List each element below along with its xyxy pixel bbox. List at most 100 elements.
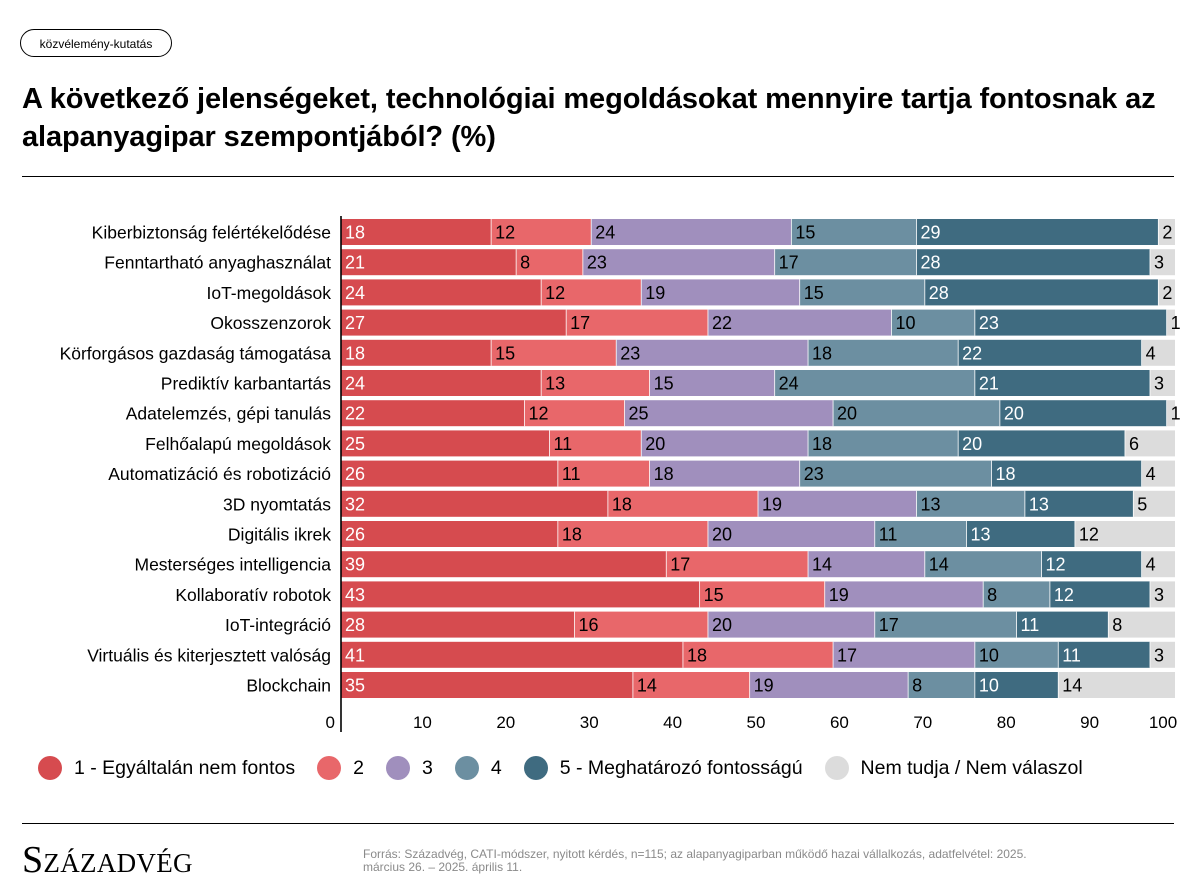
bar-segment: [341, 309, 567, 336]
bar-segment: [874, 611, 1017, 638]
data-label: 17: [837, 645, 857, 665]
footer-divider: [22, 823, 1174, 824]
bar-segment: [1149, 641, 1175, 668]
data-label: 5: [1137, 494, 1147, 514]
data-label: 12: [1079, 525, 1099, 545]
x-tick-label: 60: [830, 713, 849, 732]
x-tick-label: 10: [413, 713, 432, 732]
legend-item: 2: [317, 756, 364, 780]
bar-segment: [999, 400, 1167, 427]
data-label: 17: [879, 615, 899, 635]
data-label: 10: [979, 645, 999, 665]
data-label: 15: [704, 585, 724, 605]
category-label: Körforgásos gazdaság támogatása: [60, 343, 332, 363]
bar-segment: [591, 219, 792, 245]
data-label: 13: [1029, 494, 1049, 514]
data-label: 26: [345, 464, 365, 484]
x-tick-label: 0: [326, 713, 335, 732]
source-note: Forrás: Századvég, CATI-módszer, nyitott…: [363, 847, 1027, 874]
data-label: 32: [345, 494, 365, 514]
data-label: 14: [812, 555, 832, 575]
category-label: Kollaboratív robotok: [175, 585, 331, 605]
legend-label: 5 - Meghatározó fontosságú: [559, 756, 803, 779]
data-label: 35: [345, 676, 365, 696]
bar-segment: [624, 400, 834, 427]
category-label: Felhőalapú megoldások: [145, 434, 331, 454]
bar-segment: [707, 611, 875, 638]
bar-segment: [341, 279, 542, 306]
bar-segment: [1041, 551, 1142, 578]
category-label: Fenntartható anyaghasználat: [104, 253, 331, 273]
legend-swatch: [454, 756, 479, 780]
bar-segment: [799, 279, 925, 306]
bar-segment: [641, 430, 809, 457]
data-label: 25: [629, 404, 649, 424]
bar-segment: [524, 400, 625, 427]
topic-tag[interactable]: közvélemény-kutatás: [20, 29, 172, 57]
bar-segment: [1149, 370, 1175, 396]
data-label: 13: [545, 374, 565, 394]
bar-segment: [341, 551, 667, 578]
data-label: 19: [645, 283, 665, 303]
data-label: 12: [1046, 555, 1066, 575]
data-label: 21: [979, 374, 999, 394]
category-label: Digitális ikrek: [228, 525, 331, 545]
data-label: 20: [645, 434, 665, 454]
bar-segment: [557, 521, 708, 547]
bar-segment: [791, 219, 917, 245]
category-label: Mesterséges intelligencia: [135, 555, 332, 575]
data-label: 8: [1112, 615, 1122, 635]
data-label: 11: [562, 464, 581, 484]
data-label: 27: [345, 313, 365, 333]
data-label: 15: [795, 223, 815, 243]
bar-segment: [833, 641, 975, 668]
data-label: 18: [996, 464, 1016, 484]
data-label: 12: [528, 404, 548, 424]
data-label: 17: [570, 313, 590, 333]
bar-segment: [1149, 249, 1175, 276]
bar-segment: [924, 551, 1042, 578]
bar-segment: [924, 279, 1159, 306]
data-label: 3: [1154, 253, 1164, 273]
data-label: 4: [1146, 343, 1156, 363]
data-label: 19: [762, 494, 782, 514]
bar-segment: [1149, 581, 1175, 608]
bar-segment: [707, 521, 875, 547]
bar-segment: [874, 521, 967, 547]
data-label: 43: [345, 585, 365, 605]
data-label: 12: [495, 223, 515, 243]
bar-segment: [799, 460, 992, 487]
data-label: 8: [520, 253, 530, 273]
data-label: 29: [920, 223, 940, 243]
data-label: 18: [345, 223, 365, 243]
bar-segment: [341, 370, 542, 396]
legend-item: 3: [386, 756, 433, 780]
x-tick-label: 50: [747, 713, 766, 732]
bar-segment: [516, 249, 583, 276]
bar-segment: [341, 249, 517, 276]
data-label: 14: [1062, 676, 1082, 696]
category-label: Okosszenzorok: [210, 313, 331, 333]
legend-item: 4: [454, 756, 502, 780]
bar-segment: [616, 339, 809, 366]
bar-segment: [1058, 672, 1175, 698]
legend-label: 1 - Egyáltalán nem fontos: [74, 756, 296, 779]
data-label: 41: [345, 645, 365, 665]
category-label: Automatizáció és robotizáció: [108, 464, 331, 484]
bar-segment: [1166, 309, 1175, 336]
data-label: 22: [962, 343, 982, 363]
data-label: 23: [587, 253, 607, 273]
bar-segment: [341, 219, 492, 245]
bar-segment: [707, 309, 892, 336]
x-tick-label: 30: [580, 713, 599, 732]
legend-label: Nem tudja / Nem válaszol: [860, 756, 1083, 779]
bar-segment: [649, 370, 775, 396]
x-tick-label: 100: [1149, 713, 1177, 732]
stacked-bar-chart: Kiberbiztonság felértékelődése 18 12 24 15 29…: [60, 216, 1181, 732]
bar-segment: [1141, 551, 1175, 578]
data-label: 24: [345, 283, 365, 303]
data-label: 15: [804, 283, 824, 303]
data-label: 23: [804, 464, 824, 484]
bar-segment: [991, 460, 1142, 487]
bar-segment: [632, 672, 750, 698]
